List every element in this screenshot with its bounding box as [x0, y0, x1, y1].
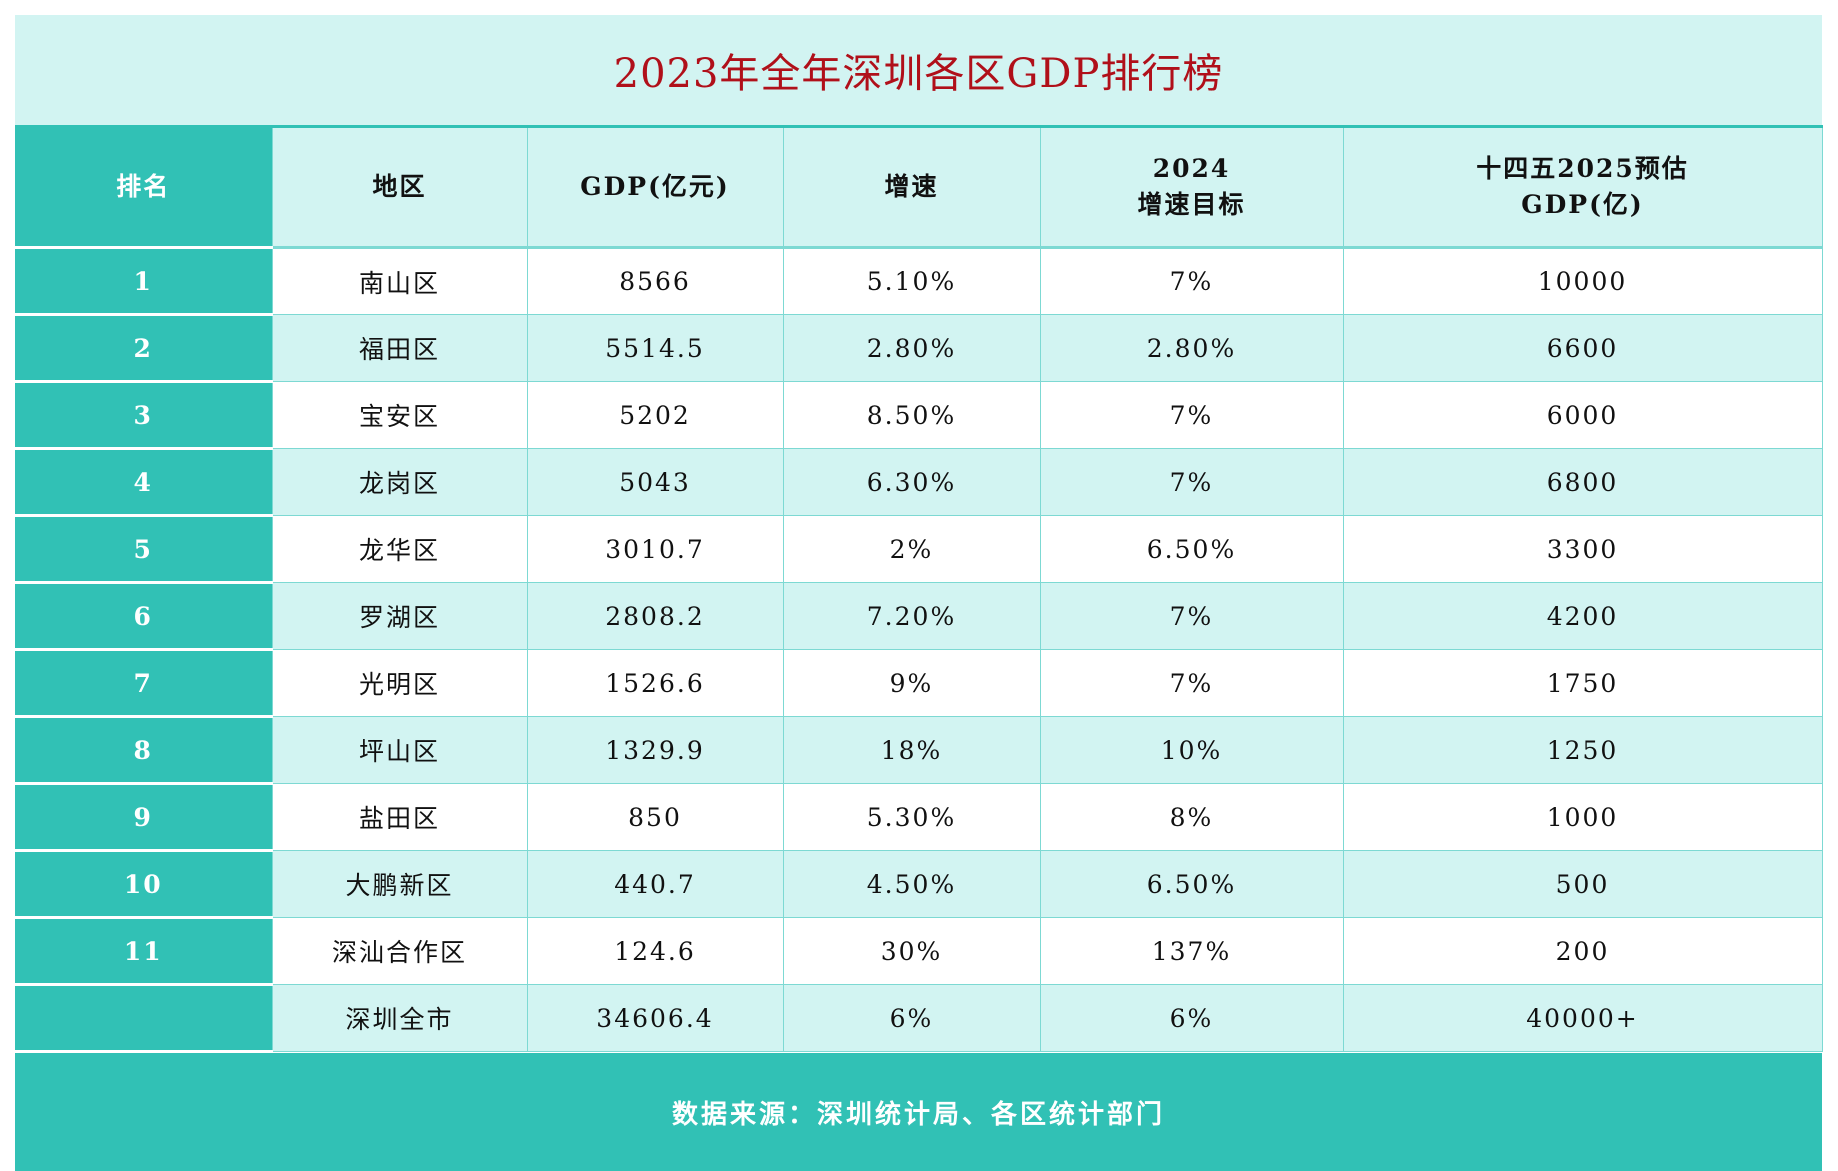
cell-district: 深汕合作区 [271, 917, 528, 985]
table-row: 7 光明区 1526.6 9% 7% 1750 [15, 649, 1823, 718]
cell-target-2024: 7% [1039, 247, 1344, 315]
table-row: 6 罗湖区 2808.2 7.20% 7% 4200 [15, 582, 1823, 651]
cell-estimate-2025: 40000+ [1342, 984, 1823, 1052]
cell-district: 龙华区 [271, 515, 528, 583]
header-district: 地区 [271, 125, 528, 249]
cell-rank [15, 984, 272, 1053]
table-row: 深圳全市 34606.4 6% 6% 40000+ [15, 984, 1823, 1053]
cell-rank: 11 [15, 917, 272, 986]
cell-gdp: 2808.2 [526, 582, 784, 650]
cell-estimate-2025: 200 [1342, 917, 1823, 985]
cell-district: 盐田区 [271, 783, 528, 851]
table-row: 9 盐田区 850 5.30% 8% 1000 [15, 783, 1823, 852]
cell-estimate-2025: 1750 [1342, 649, 1823, 717]
cell-growth: 8.50% [782, 381, 1041, 449]
cell-target-2024: 137% [1039, 917, 1344, 985]
cell-growth: 5.10% [782, 247, 1041, 315]
cell-estimate-2025: 10000 [1342, 247, 1823, 315]
table-row: 5 龙华区 3010.7 2% 6.50% 3300 [15, 515, 1823, 584]
cell-gdp: 1329.9 [526, 716, 784, 784]
cell-growth: 18% [782, 716, 1041, 784]
cell-gdp: 8566 [526, 247, 784, 315]
cell-target-2024: 2.80% [1039, 314, 1344, 382]
data-source-footer: 数据来源：深圳统计局、各区统计部门 [15, 1053, 1822, 1171]
cell-rank: 7 [15, 649, 272, 718]
cell-target-2024: 6% [1039, 984, 1344, 1052]
table-row: 10 大鹏新区 440.7 4.50% 6.50% 500 [15, 850, 1823, 919]
cell-gdp: 850 [526, 783, 784, 851]
page-title: 2023年全年深圳各区GDP排行榜 [15, 15, 1822, 125]
cell-gdp: 124.6 [526, 917, 784, 985]
cell-district: 南山区 [271, 247, 528, 315]
cell-growth: 2% [782, 515, 1041, 583]
cell-district: 福田区 [271, 314, 528, 382]
gdp-table: 排名 地区 GDP(亿元) 增速 2024 增速目标 十四五2025预估 GDP(亿) 1 南山… [15, 125, 1823, 1053]
header-estimate-2025: 十四五2025预估 GDP(亿) [1342, 125, 1823, 249]
cell-estimate-2025: 6800 [1342, 448, 1823, 516]
cell-estimate-2025: 6600 [1342, 314, 1823, 382]
cell-target-2024: 6.50% [1039, 850, 1344, 918]
table-row: 2 福田区 5514.5 2.80% 2.80% 6600 [15, 314, 1823, 383]
cell-target-2024: 10% [1039, 716, 1344, 784]
cell-gdp: 34606.4 [526, 984, 784, 1052]
cell-estimate-2025: 1250 [1342, 716, 1823, 784]
cell-rank: 6 [15, 582, 272, 651]
cell-district: 坪山区 [271, 716, 528, 784]
cell-gdp: 5202 [526, 381, 784, 449]
cell-rank: 4 [15, 448, 272, 517]
cell-estimate-2025: 500 [1342, 850, 1823, 918]
table-row: 11 深汕合作区 124.6 30% 137% 200 [15, 917, 1823, 986]
cell-rank: 2 [15, 314, 272, 383]
cell-rank: 8 [15, 716, 272, 785]
table-row: 4 龙岗区 5043 6.30% 7% 6800 [15, 448, 1823, 517]
header-rank: 排名 [15, 125, 272, 249]
cell-growth: 6% [782, 984, 1041, 1052]
cell-growth: 2.80% [782, 314, 1041, 382]
header-growth: 增速 [782, 125, 1041, 249]
cell-rank: 5 [15, 515, 272, 584]
cell-target-2024: 8% [1039, 783, 1344, 851]
cell-growth: 9% [782, 649, 1041, 717]
cell-rank: 10 [15, 850, 272, 919]
cell-growth: 30% [782, 917, 1041, 985]
cell-growth: 7.20% [782, 582, 1041, 650]
cell-rank: 9 [15, 783, 272, 852]
cell-rank: 3 [15, 381, 272, 450]
cell-growth: 5.30% [782, 783, 1041, 851]
cell-district: 宝安区 [271, 381, 528, 449]
header-gdp: GDP(亿元) [526, 125, 784, 249]
cell-district: 龙岗区 [271, 448, 528, 516]
cell-district: 深圳全市 [271, 984, 528, 1052]
cell-gdp: 5514.5 [526, 314, 784, 382]
cell-district: 罗湖区 [271, 582, 528, 650]
header-row: 排名 地区 GDP(亿元) 增速 2024 增速目标 十四五2025预估 GDP(亿) [15, 125, 1823, 249]
cell-estimate-2025: 1000 [1342, 783, 1823, 851]
cell-gdp: 5043 [526, 448, 784, 516]
cell-estimate-2025: 6000 [1342, 381, 1823, 449]
cell-estimate-2025: 4200 [1342, 582, 1823, 650]
cell-target-2024: 7% [1039, 381, 1344, 449]
header-target-2024: 2024 增速目标 [1039, 125, 1344, 249]
cell-target-2024: 7% [1039, 582, 1344, 650]
cell-gdp: 440.7 [526, 850, 784, 918]
cell-gdp: 1526.6 [526, 649, 784, 717]
cell-gdp: 3010.7 [526, 515, 784, 583]
cell-target-2024: 7% [1039, 448, 1344, 516]
cell-district: 光明区 [271, 649, 528, 717]
cell-estimate-2025: 3300 [1342, 515, 1823, 583]
table-row: 1 南山区 8566 5.10% 7% 10000 [15, 247, 1823, 316]
cell-district: 大鹏新区 [271, 850, 528, 918]
table-row: 3 宝安区 5202 8.50% 7% 6000 [15, 381, 1823, 450]
cell-rank: 1 [15, 247, 272, 316]
cell-growth: 6.30% [782, 448, 1041, 516]
cell-target-2024: 7% [1039, 649, 1344, 717]
cell-growth: 4.50% [782, 850, 1041, 918]
gdp-ranking-table-container: 2023年全年深圳各区GDP排行榜 排名 地区 GDP(亿元) 增速 2024 增速目标十… [15, 15, 1823, 1171]
cell-target-2024: 6.50% [1039, 515, 1344, 583]
table-row: 8 坪山区 1329.9 18% 10% 1250 [15, 716, 1823, 785]
